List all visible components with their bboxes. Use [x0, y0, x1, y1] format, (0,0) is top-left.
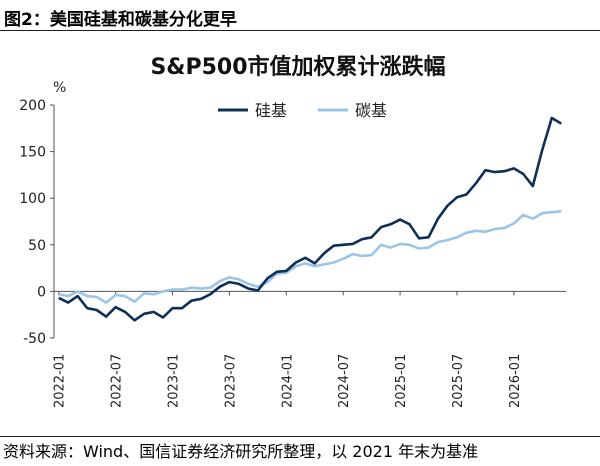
x-tick-label: 2026-01	[508, 354, 523, 408]
y-tick-label: 100	[19, 191, 46, 207]
x-tick-label: 2023-07	[223, 354, 238, 408]
legend-label-silicon: 硅基	[255, 101, 287, 120]
figure-header: 图2：美国硅基和碳基分化更早	[0, 0, 600, 31]
x-tick-label: 2022-01	[53, 354, 68, 408]
source-divider	[0, 436, 600, 437]
y-tick-label: 200	[19, 98, 46, 114]
y-tick-label: 50	[28, 238, 46, 254]
y-tick-label: -50	[23, 331, 46, 347]
series-line-carbon	[58, 209, 562, 304]
x-tick-label: 2025-01	[394, 354, 409, 408]
figure-source: 资料来源：Wind、国信证券经济研究所整理，以 2021 年末为基准	[3, 442, 479, 461]
chart-title: S&P500市值加权累计涨跌幅	[150, 54, 445, 80]
series-line-silicon	[58, 116, 562, 322]
line-chart: S&P500市值加权累计涨跌幅 % -50 0 50 100 150 200 2022-0…	[19, 54, 566, 408]
legend-label-carbon: 碳基	[355, 101, 387, 120]
figure-label: 图2：美国硅基和碳基分化更早	[4, 10, 237, 30]
x-tick-label: 2024-01	[280, 354, 295, 408]
y-tick-label: 150	[19, 145, 46, 161]
x-tick-label: 2023-01	[167, 354, 182, 408]
y-axis-unit-label: %	[53, 80, 66, 96]
x-tick-label: 2024-07	[337, 354, 352, 408]
x-tick-label: 2022-07	[110, 354, 125, 408]
y-tick-label: 0	[37, 284, 46, 300]
x-tick-label: 2025-07	[451, 354, 466, 408]
